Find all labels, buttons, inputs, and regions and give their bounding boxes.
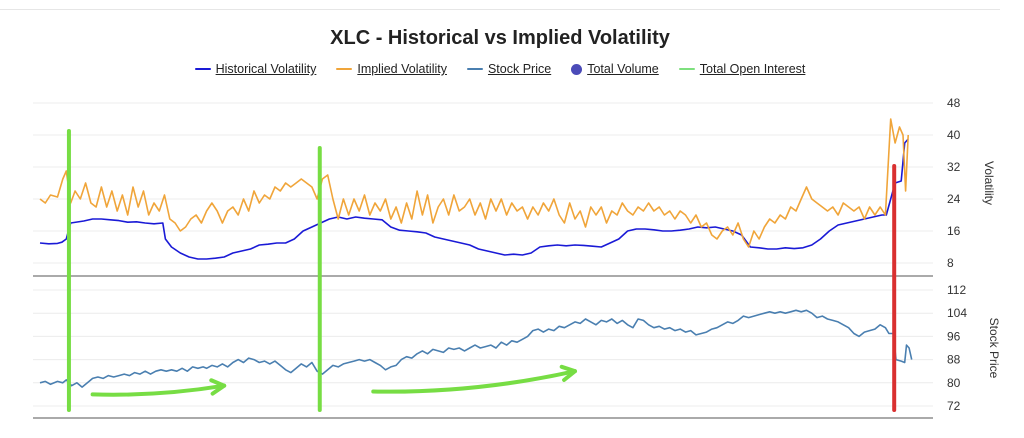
legend-item-historical-volatility[interactable]: Historical Volatility	[194, 62, 317, 76]
y-tick-label: 80	[947, 376, 961, 390]
y-tick-label: 48	[947, 96, 961, 110]
legend-label: Historical Volatility	[215, 62, 317, 76]
series-line-stock-price	[39, 309, 913, 388]
y-axis-title: Stock Price	[987, 318, 1001, 379]
legend-item-total-volume[interactable]: Total Volume	[571, 62, 659, 76]
y-tick-label: 96	[947, 329, 961, 343]
legend-dot-icon	[571, 63, 583, 75]
legend-label: Stock Price	[487, 62, 552, 76]
chart-legend: Historical Volatility Implied Volatility…	[0, 62, 1000, 76]
y-tick-label: 104	[947, 306, 967, 320]
y-tick-label: 8	[947, 256, 954, 270]
annotation-arrow-head	[559, 364, 577, 382]
series-line-historical-volatility	[39, 138, 909, 260]
y-tick-label: 16	[947, 224, 961, 238]
legend-line-icon	[336, 68, 353, 70]
legend-line-icon	[466, 68, 483, 70]
y-tick-label: 72	[947, 399, 961, 413]
y-tick-label: 88	[947, 353, 961, 367]
y-axis-title: Volatility	[982, 161, 996, 205]
legend-item-stock-price[interactable]: Stock Price	[466, 62, 552, 76]
y-tick-label: 40	[947, 128, 961, 142]
legend-item-implied-volatility[interactable]: Implied Volatility	[336, 62, 447, 76]
annotation-arrow-head	[209, 378, 227, 396]
legend-label: Implied Volatility	[357, 62, 447, 76]
annotation-arrow	[90, 383, 227, 397]
annotation-arrow	[371, 369, 577, 394]
y-tick-label: 112	[947, 283, 966, 297]
legend-item-total-open-interest[interactable]: Total Open Interest	[678, 62, 806, 76]
legend-line-icon	[194, 68, 211, 70]
legend-line-icon	[678, 68, 695, 70]
series-line-implied-volatility	[39, 118, 909, 248]
chart-title: XLC - Historical vs Implied Volatility	[330, 27, 670, 49]
y-tick-label: 24	[947, 192, 961, 206]
legend-label: Total Open Interest	[699, 62, 806, 76]
y-tick-label: 32	[947, 160, 961, 174]
top-divider	[0, 9, 1000, 10]
legend-label: Total Volume	[587, 62, 659, 76]
